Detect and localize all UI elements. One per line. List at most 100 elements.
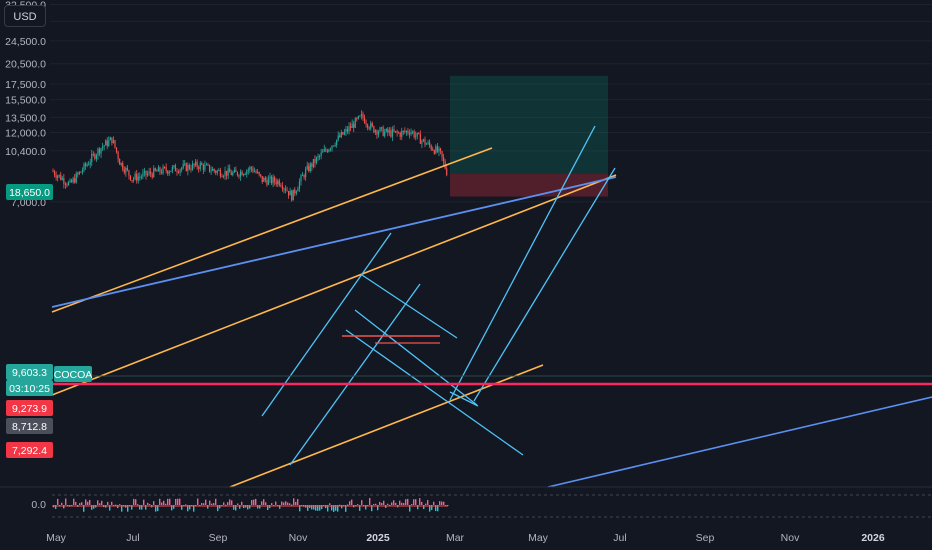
candle-body <box>52 170 54 172</box>
candle-body <box>388 130 390 133</box>
indicator-bar <box>265 502 267 505</box>
currency-button[interactable]: USD <box>4 5 46 27</box>
candle-body <box>432 149 434 151</box>
indicator-bar <box>169 498 171 505</box>
candle-body <box>57 175 59 178</box>
indicator-bar <box>217 505 219 512</box>
indicator-bar <box>393 500 395 505</box>
grid <box>50 4 932 203</box>
indicator-bar <box>109 505 111 511</box>
candle-body <box>328 149 330 152</box>
candle-body <box>202 164 204 170</box>
indicator-bar <box>269 505 271 509</box>
symbol-tag <box>54 366 92 382</box>
candle-body <box>439 148 442 152</box>
candle-body <box>63 178 65 184</box>
candle-body <box>205 164 208 166</box>
indicator-bar <box>247 505 249 510</box>
candle-body <box>140 176 142 178</box>
candle-body <box>216 170 218 173</box>
candle-body <box>199 163 201 169</box>
candle-body <box>427 142 429 144</box>
indicator-bar <box>437 505 439 512</box>
candle-body <box>422 139 425 141</box>
indicator-bar <box>213 503 215 505</box>
candle-body <box>377 131 380 135</box>
candle-body <box>75 173 77 183</box>
candle-body <box>188 164 190 169</box>
candle-body <box>314 158 316 163</box>
candle-body <box>275 181 277 185</box>
candle-body <box>191 163 194 170</box>
indicator-bar <box>329 503 331 505</box>
candle-body <box>98 148 101 154</box>
indicator-bar <box>325 505 327 509</box>
candle-body <box>182 164 184 168</box>
indicator-bar <box>415 499 417 505</box>
indicator-bar <box>369 498 371 505</box>
candle-body <box>396 131 398 133</box>
indicator-bar <box>153 501 155 505</box>
candle-body <box>198 167 200 169</box>
candle-body <box>207 164 209 166</box>
candle-body <box>433 150 435 154</box>
candle-body <box>179 169 181 173</box>
candle-body <box>376 130 378 135</box>
indicator-bar <box>377 505 379 511</box>
indicator-bar <box>285 501 287 505</box>
candle-body <box>105 140 107 146</box>
indicator-bar <box>423 505 425 510</box>
indicator-bar <box>443 501 445 505</box>
candle-body <box>367 124 369 128</box>
indicator-bar <box>179 498 181 505</box>
indicator-bar <box>395 502 397 505</box>
price-badge-label: 9,273.9 <box>12 403 47 415</box>
indicator-bar <box>113 504 115 506</box>
indicator-bar <box>91 505 93 510</box>
indicator-bar <box>291 504 293 506</box>
indicator-bar <box>391 502 393 505</box>
x-tick-label: 2026 <box>861 532 885 544</box>
candle-body <box>236 171 239 176</box>
candle-body <box>288 190 290 196</box>
candle-body <box>357 116 359 119</box>
indicator-bar <box>189 505 191 510</box>
indicator-bar <box>341 505 343 509</box>
candle-body <box>346 129 349 132</box>
candle-body <box>246 170 248 174</box>
indicator-bar <box>155 505 157 512</box>
candle-body <box>306 165 308 170</box>
candle-body <box>322 151 324 153</box>
candle-body <box>421 140 423 144</box>
indicator-bar <box>203 503 205 505</box>
candle-body <box>441 151 443 158</box>
candle-body <box>309 163 311 172</box>
candle-body <box>305 169 307 178</box>
candle-body <box>170 170 172 172</box>
indicator-bar <box>79 503 81 505</box>
candle-body <box>291 190 293 201</box>
indicator-bar <box>419 498 421 505</box>
y-tick-label: 15,500.0 <box>5 95 46 107</box>
indicator-bar <box>205 499 207 505</box>
cyan-channel-line <box>261 232 392 417</box>
candle-body <box>71 180 73 183</box>
candle-body <box>365 123 367 125</box>
candle-body <box>277 180 279 185</box>
indicator-bar <box>143 499 145 505</box>
indicator-bar <box>165 503 167 505</box>
candle-body <box>398 132 400 134</box>
candle-body <box>284 188 287 191</box>
indicator-bar <box>337 505 339 512</box>
cyan-falling-line <box>449 391 479 407</box>
drawings <box>51 125 932 488</box>
candle-body <box>329 148 332 150</box>
indicator-bar <box>299 505 301 512</box>
candle-body <box>379 127 381 132</box>
indicator-bar <box>167 498 169 505</box>
candle-body <box>430 145 432 150</box>
candle-body <box>74 178 76 183</box>
candle-body <box>139 176 141 178</box>
indicator-bar <box>257 505 259 509</box>
